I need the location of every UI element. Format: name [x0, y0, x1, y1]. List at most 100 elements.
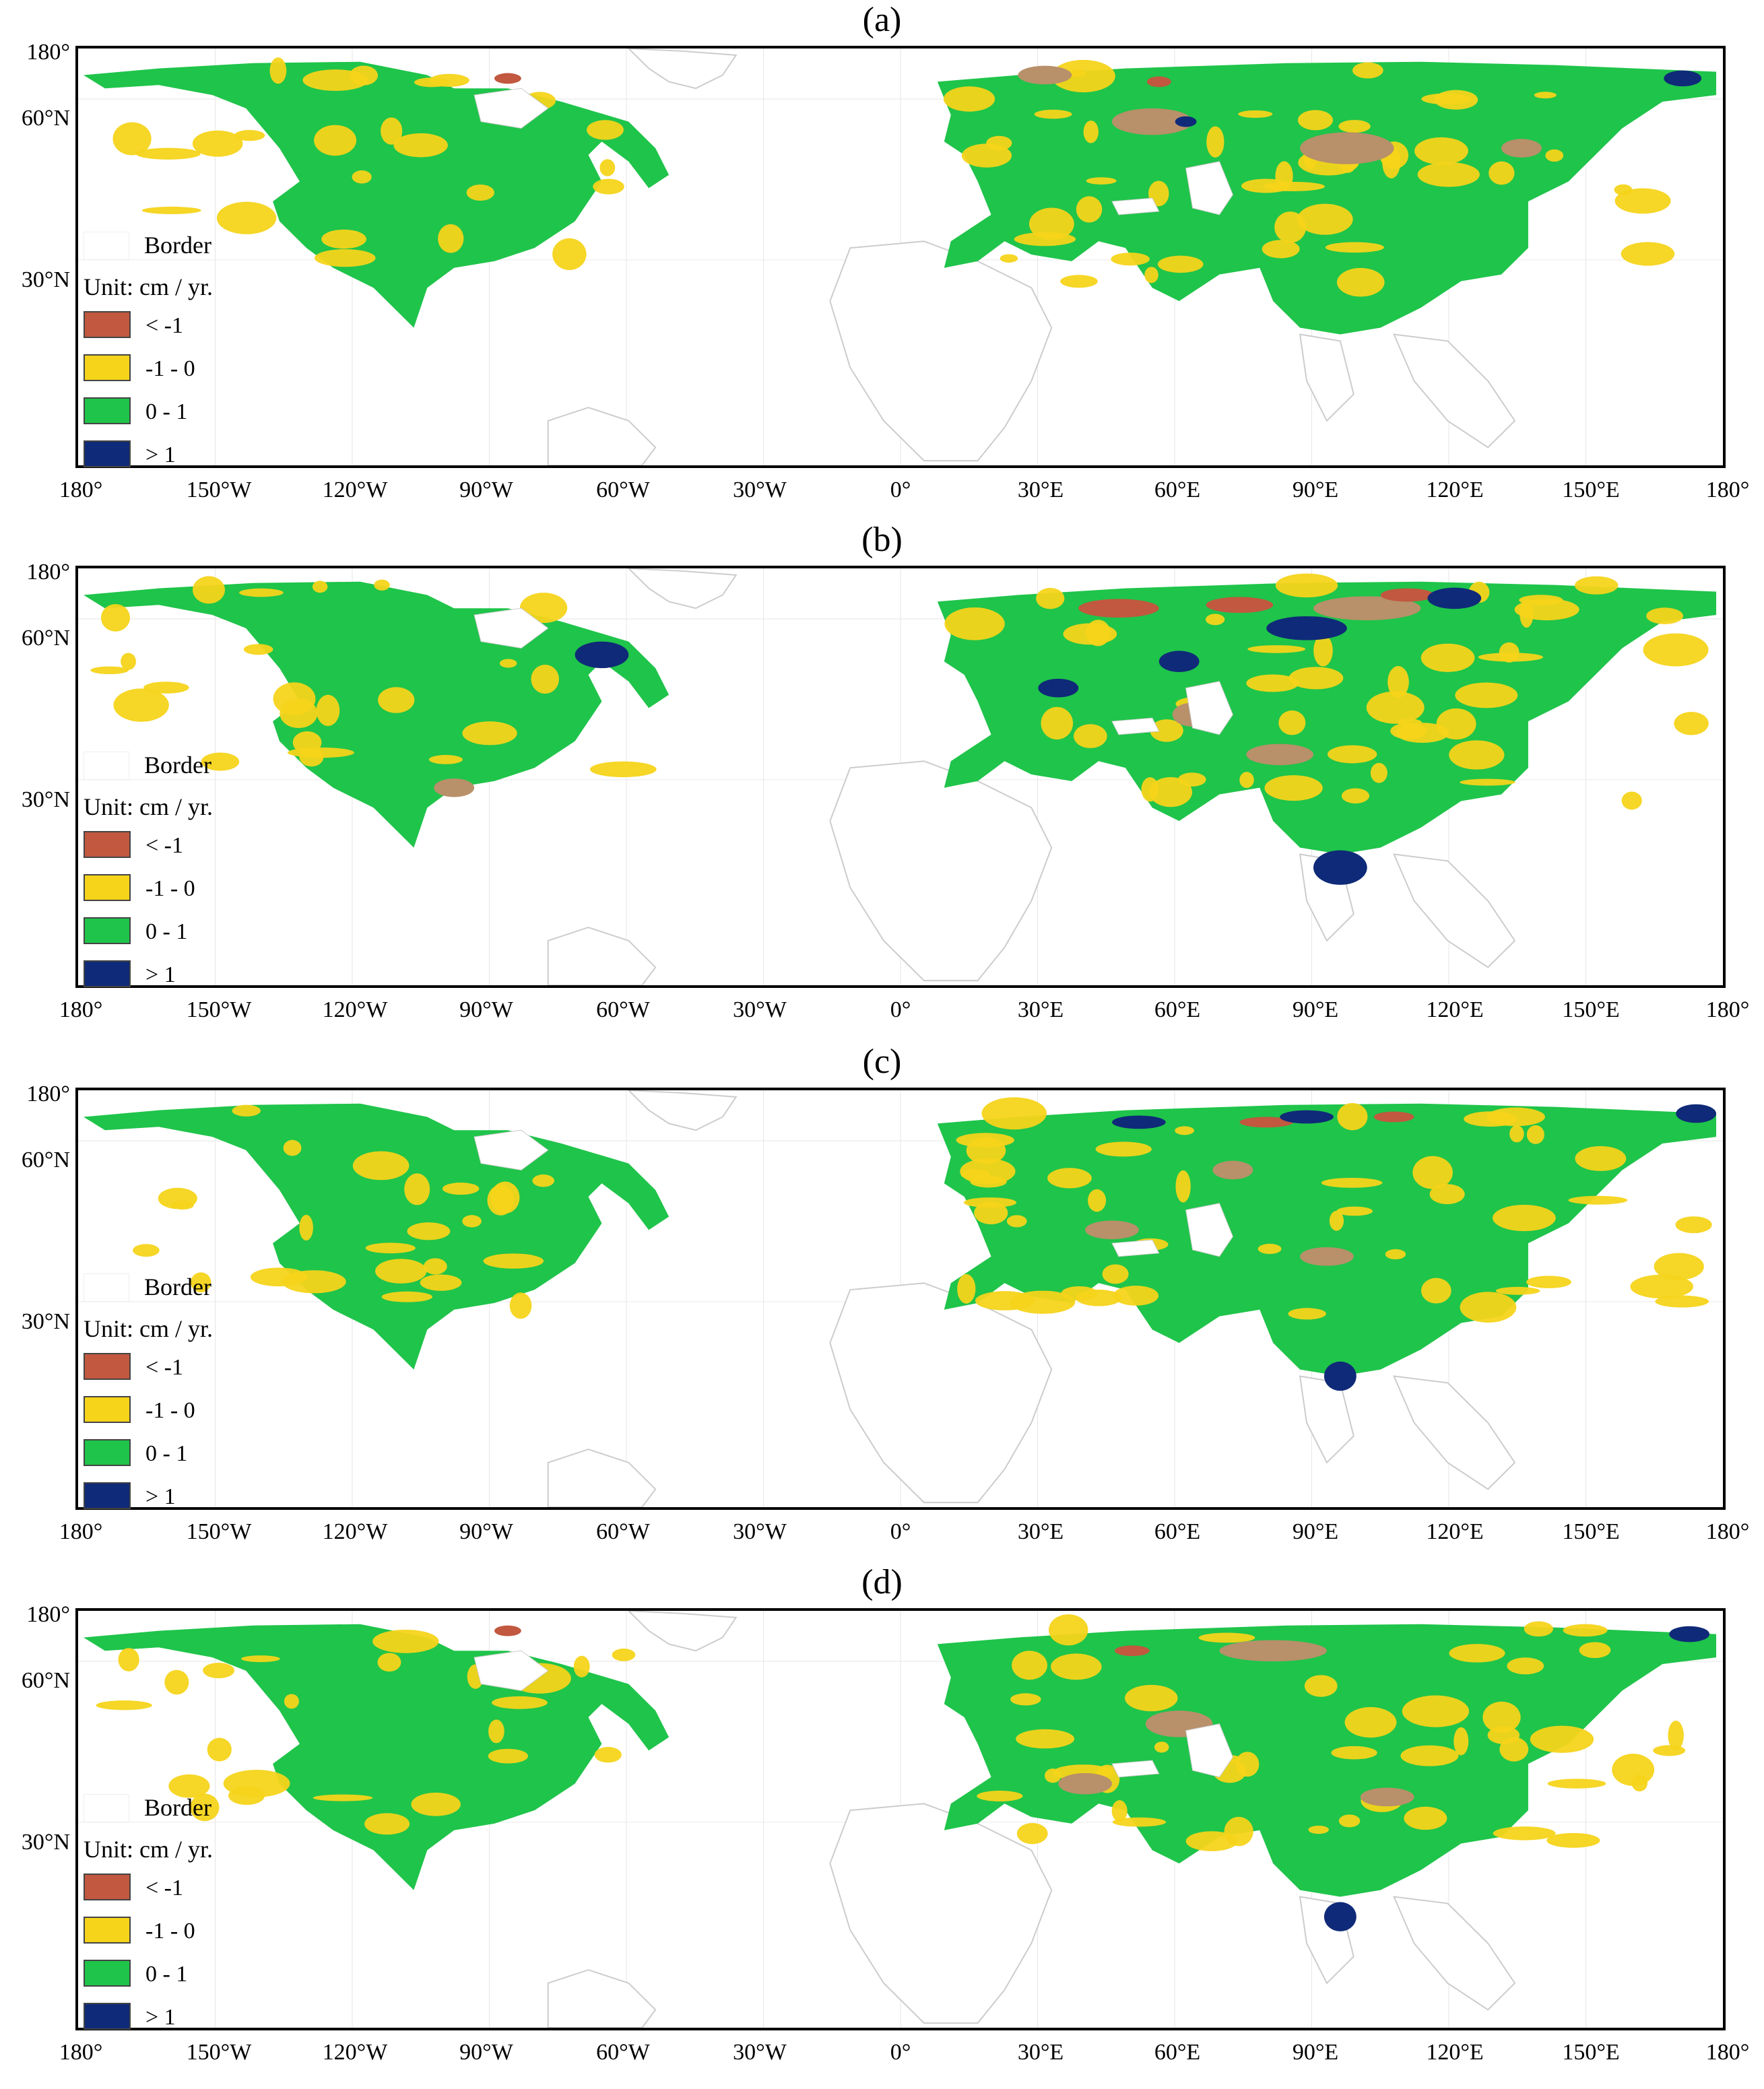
trend-patch-yellow — [302, 69, 368, 91]
trend-patch-yellow — [1010, 1693, 1041, 1706]
trend-patch-yellow — [90, 666, 129, 675]
hudson-bay — [473, 607, 549, 649]
trend-patch-yellow — [1313, 634, 1333, 667]
black-sea — [1111, 1760, 1160, 1778]
caspian-sea — [1185, 1203, 1233, 1257]
trend-patch-yellow — [1612, 1754, 1655, 1786]
trend-patch-yellow — [532, 1174, 554, 1187]
trend-patch-yellow — [284, 1694, 299, 1709]
trend-patch-yellow — [378, 687, 415, 713]
trend-patch-yellow — [531, 664, 559, 694]
lon-label: 90°W — [459, 997, 513, 1022]
trend-patch-yellow — [374, 579, 390, 591]
lon-label: 60°W — [596, 997, 650, 1022]
legend-swatch — [84, 2003, 131, 2030]
trend-patch-brown — [434, 778, 475, 797]
trend-patch-yellow — [1337, 1102, 1368, 1131]
trend-patch-yellow — [1088, 1189, 1107, 1212]
india-border — [1299, 333, 1354, 422]
trend-patch-yellow — [1224, 1816, 1253, 1847]
trend-patch-yellow — [1568, 1195, 1628, 1205]
trend-patch-yellow — [364, 1813, 410, 1835]
legend-swatch — [84, 1960, 131, 1987]
trend-patch-yellow — [1086, 177, 1117, 185]
lon-label: 120°E — [1426, 2040, 1484, 2065]
trend-patch-navy — [1324, 1902, 1357, 1931]
trend-patch-yellow — [1125, 1684, 1178, 1712]
trend-patch-yellow — [1049, 1614, 1088, 1646]
legend-item-label: < -1 — [145, 313, 183, 338]
legend-item: -1 - 0 — [84, 871, 286, 904]
trend-patch-navy — [1111, 1115, 1166, 1129]
trend-patch-yellow — [1028, 207, 1074, 240]
trend-patch-yellow — [1530, 1725, 1594, 1753]
trend-patch-yellow — [241, 1655, 280, 1663]
trend-patch-yellow — [1482, 1701, 1521, 1733]
trend-patch-yellow — [593, 178, 624, 195]
lon-label: 30°E — [1017, 997, 1064, 1022]
trend-patch-yellow — [974, 1201, 1008, 1225]
trend-patch-yellow — [970, 1176, 1007, 1188]
legend-border-swatch — [84, 752, 129, 780]
map-frame — [75, 1088, 1726, 1510]
caspian-sea — [1185, 161, 1233, 215]
trend-patch-yellow — [1175, 1170, 1191, 1203]
trend-patch-brown — [1501, 139, 1542, 158]
lon-label: 120°W — [322, 2040, 388, 2065]
lon-label: 90°W — [459, 2040, 513, 2065]
trend-patch-yellow — [1499, 642, 1520, 663]
trend-patch-brown — [1212, 1160, 1253, 1180]
lon-label: 30°E — [1017, 477, 1064, 502]
world-map — [78, 1611, 1723, 2028]
legend-item-label: 0 - 1 — [145, 399, 188, 424]
trend-patch-brown — [1360, 1787, 1414, 1807]
trend-patch-yellow — [1370, 762, 1387, 783]
lon-label: 150°E — [1562, 477, 1620, 502]
trend-patch-brown — [1219, 1640, 1327, 1662]
map-panel-c: (c) 180° 60°N 30°N 180° 150°W 120°W 90°W 60°W 30°… — [0, 1042, 1764, 1564]
trend-patch-yellow — [381, 1291, 432, 1302]
lon-label: 60°E — [1154, 477, 1201, 502]
trend-patch-yellow — [612, 1648, 636, 1661]
lon-label: 30°E — [1017, 2040, 1064, 2065]
lon-label: 180° — [59, 1519, 103, 1544]
trend-patch-yellow — [365, 1242, 416, 1254]
trend-patch-yellow — [1150, 719, 1183, 742]
trend-patch-yellow — [190, 1793, 220, 1822]
map-panel-d: (d) 180° 60°N 30°N 180° 150°W 120°W 90°W 60°W 30°… — [0, 1562, 1764, 2084]
trend-patch-yellow — [1095, 1141, 1152, 1157]
trend-patch-yellow — [314, 248, 376, 267]
north-america-region — [83, 61, 669, 328]
trend-patch-yellow — [1414, 137, 1468, 165]
legend-swatch — [84, 440, 131, 467]
trend-patch-yellow — [462, 721, 517, 745]
trend-patch-red — [1146, 76, 1171, 88]
lat-label: 180° — [26, 40, 70, 65]
lon-label: 150°W — [186, 2040, 252, 2065]
trend-patch-yellow — [1198, 1632, 1255, 1643]
lon-label: 60°W — [596, 2040, 650, 2065]
trend-patch-brown — [1058, 1772, 1112, 1795]
trend-patch-yellow — [372, 1629, 439, 1653]
legend-item-label: > 1 — [145, 442, 176, 467]
trend-patch-yellow — [492, 1696, 548, 1709]
legend-border-label: Border — [144, 232, 211, 259]
trend-patch-yellow — [1507, 1657, 1544, 1675]
legend-border-swatch — [84, 1794, 129, 1822]
trend-patch-navy — [1266, 616, 1347, 640]
trend-patch-navy — [575, 641, 629, 669]
lat-label: 180° — [26, 1082, 70, 1106]
trend-patch-navy — [1427, 587, 1482, 609]
trend-patch-brown — [1085, 1220, 1139, 1240]
trend-patch-yellow — [287, 747, 354, 758]
lon-label: 30°W — [733, 997, 787, 1022]
eurasia-region — [937, 1103, 1717, 1377]
legend-item-label: -1 - 0 — [145, 1919, 195, 1944]
trend-patch-yellow — [1575, 1146, 1627, 1171]
lon-label: 30°W — [733, 477, 787, 502]
trend-patch-yellow — [1063, 623, 1117, 645]
trend-patch-red — [494, 73, 521, 84]
greenland-border — [627, 1090, 738, 1131]
trend-patch-yellow — [1420, 643, 1475, 672]
trend-patch-yellow — [133, 1244, 160, 1257]
